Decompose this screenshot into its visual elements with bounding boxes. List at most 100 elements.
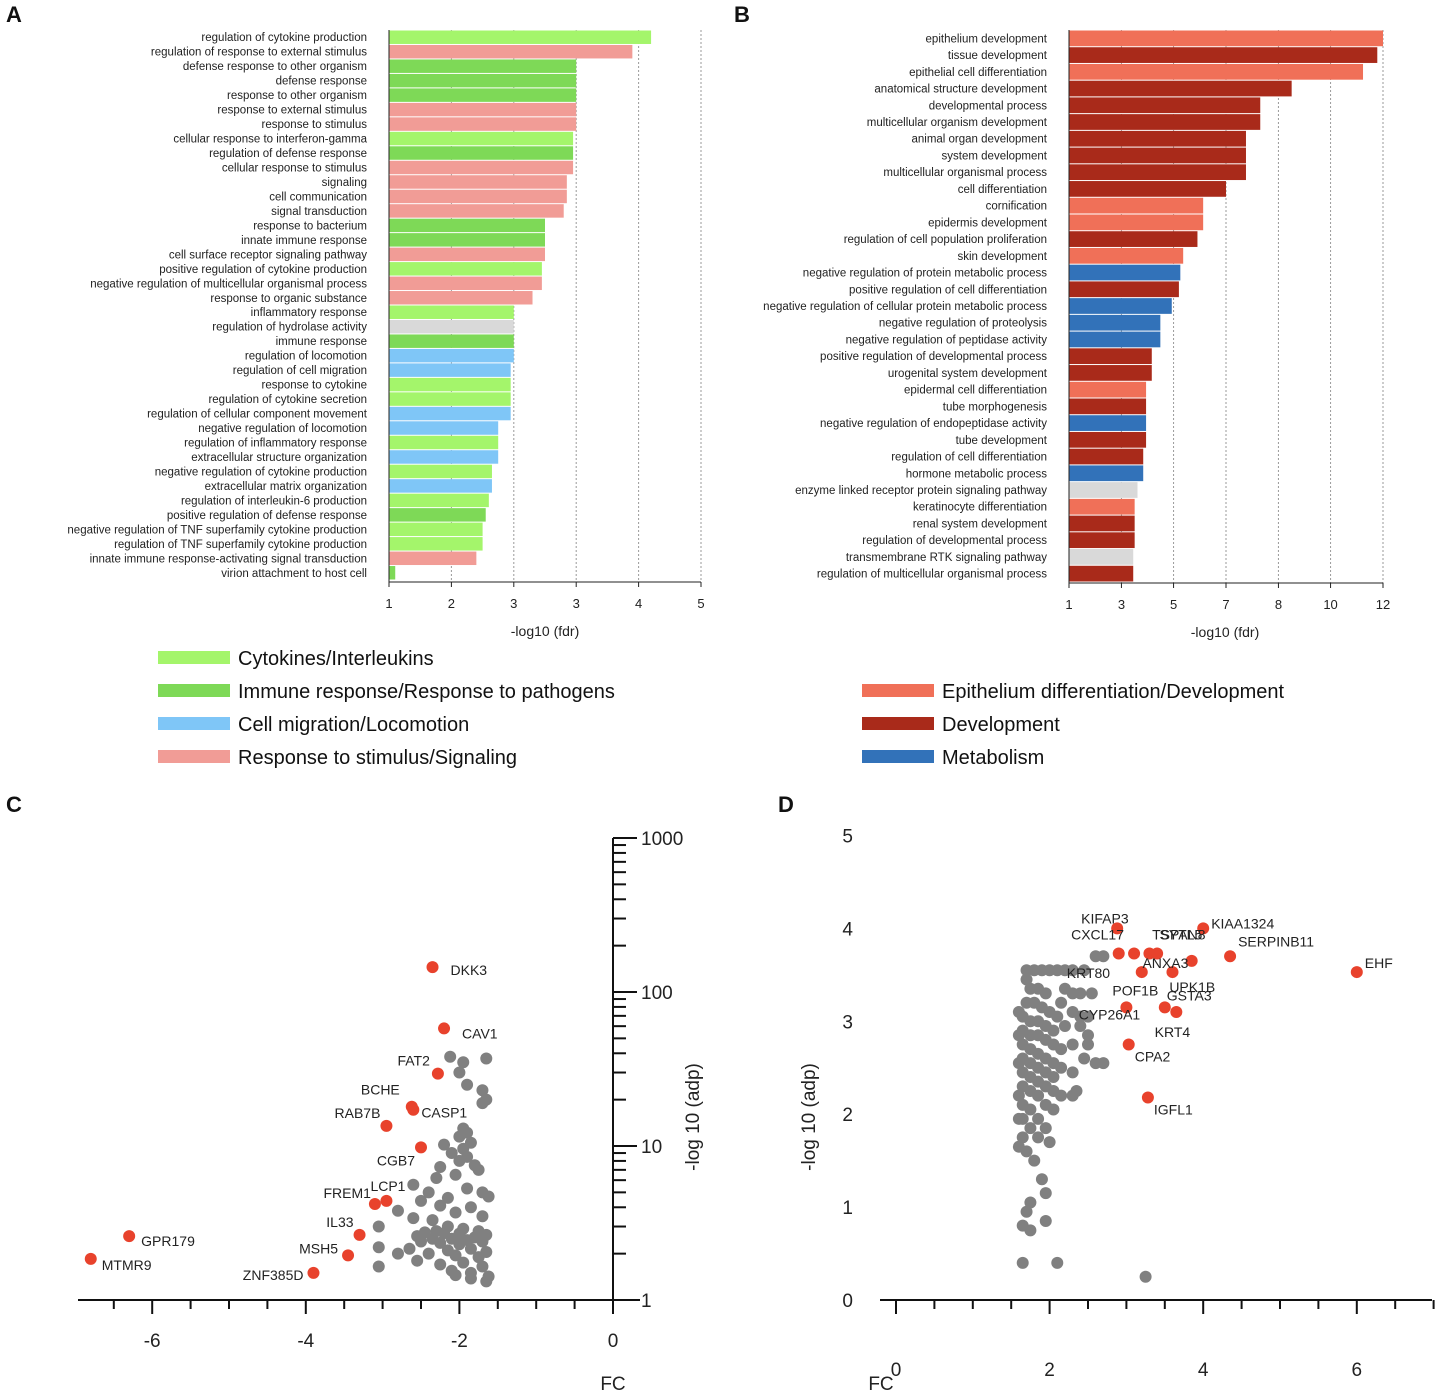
- data-point: [434, 1236, 447, 1249]
- y-tick-label: 100: [641, 983, 673, 1004]
- x-tick-label: 4: [1198, 1360, 1209, 1381]
- data-point: [1020, 1205, 1033, 1218]
- data-point: [464, 1242, 477, 1255]
- x-tick-label: 7: [1222, 597, 1229, 612]
- highlight-point-cyp26a1: [1112, 947, 1125, 960]
- y-tick-label: 0: [842, 1291, 853, 1312]
- highlight-point-igfl1: [1141, 1091, 1154, 1104]
- data-point: [1055, 996, 1068, 1009]
- term-label: extracellular structure organization: [191, 452, 367, 464]
- data-point: [403, 1242, 416, 1255]
- data-point: [1039, 1122, 1052, 1135]
- data-point: [1074, 1019, 1087, 1032]
- x-tick-label: 2: [1044, 1360, 1055, 1381]
- term-label: regulation of cellular component movemen…: [147, 409, 368, 421]
- data-point: [1039, 987, 1052, 1000]
- data-point: [1012, 1006, 1025, 1019]
- term-label: keratinocyte differentiation: [913, 502, 1047, 514]
- term-label: response to stimulus: [262, 119, 368, 131]
- bar-11: [389, 175, 567, 189]
- gene-label-gpr179: GPR179: [141, 1233, 195, 1249]
- data-point: [407, 1178, 420, 1191]
- legend-swatch-stimulus: [158, 750, 230, 763]
- term-label: response to other organism: [227, 90, 367, 102]
- highlight-point-kifap3: [1111, 922, 1124, 935]
- data-point: [476, 1097, 489, 1110]
- highlight-point-anxa3: [1166, 966, 1179, 979]
- bar-5: [1069, 97, 1261, 114]
- term-label: animal organ development: [911, 134, 1047, 146]
- data-point: [1035, 1173, 1048, 1186]
- term-label: regulation of developmental process: [862, 535, 1047, 547]
- data-point: [1055, 1043, 1068, 1056]
- bar-25: [1069, 431, 1147, 448]
- data-point: [1082, 1038, 1094, 1051]
- term-label: negative regulation of protein metabolic…: [803, 268, 1047, 280]
- y-tick-label: 3: [842, 1012, 853, 1033]
- term-label: positive regulation of cell differentiat…: [849, 284, 1047, 296]
- gene-label-il33: IL33: [326, 1214, 353, 1230]
- x-tick-label: 12: [1376, 597, 1390, 612]
- x-tick-label: 5: [1170, 597, 1177, 612]
- highlight-point-tspan8: [1151, 947, 1164, 960]
- gene-label-pof1b: POF1B: [1112, 982, 1158, 998]
- bar-25: [389, 377, 511, 392]
- bar-9: [389, 146, 574, 160]
- x-tick-label: 10: [1323, 597, 1337, 612]
- term-label: cell differentiation: [958, 184, 1047, 196]
- bar-13: [1069, 231, 1198, 247]
- data-point: [1078, 1052, 1091, 1065]
- highlight-point-cgb7: [415, 1141, 427, 1154]
- bar-31: [1069, 532, 1135, 549]
- term-label: inflammatory response: [251, 307, 367, 319]
- term-label: regulation of hydrolase activity: [212, 322, 367, 334]
- term-label: regulation of cell population proliferat…: [844, 234, 1047, 246]
- highlight-point-cxcl17: [1128, 947, 1141, 960]
- data-point: [1012, 1112, 1025, 1125]
- legend-swatch-development: [862, 717, 934, 730]
- bar-21: [1069, 365, 1152, 381]
- legend-swatch-metabolism: [862, 750, 934, 763]
- bar-30: [389, 450, 499, 464]
- data-point: [1047, 1071, 1060, 1084]
- highlight-point-kiaa1324: [1197, 922, 1210, 935]
- gene-label-frem1: FREM1: [323, 1185, 371, 1201]
- highlight-point-pof1b: [1120, 1001, 1133, 1014]
- term-label: urogenital system development: [888, 368, 1048, 380]
- bar-16: [389, 247, 545, 262]
- term-label: regulation of TNF superfamily cytokine p…: [114, 539, 367, 551]
- gene-label-rab7b: RAB7B: [335, 1105, 381, 1121]
- highlight-point-frem1: [368, 1198, 381, 1211]
- data-point: [391, 1204, 404, 1217]
- data-point: [1058, 1019, 1071, 1032]
- bar-20: [389, 305, 514, 319]
- chart-d-x-axis-title: FC: [868, 1374, 893, 1395]
- bar-2: [1069, 47, 1378, 63]
- legend-label-metabolism: Metabolism: [942, 747, 1044, 769]
- bar-16: [1069, 281, 1179, 298]
- bar-33: [389, 493, 489, 508]
- bar-10: [389, 160, 574, 175]
- data-point: [464, 1201, 477, 1214]
- term-label: regulation of cytokine secretion: [208, 394, 367, 406]
- bar-19: [389, 291, 533, 305]
- term-label: transmembrane RTK signaling pathway: [846, 552, 1047, 564]
- gene-label-serpinb11: SERPINB11: [1238, 933, 1314, 949]
- gene-label-sytl5: SYTL5: [1159, 926, 1202, 942]
- chart-a-x-axis-title: -log10 (fdr): [511, 623, 579, 639]
- gene-label-lcp1: LCP1: [370, 1178, 405, 1194]
- bar-17: [1069, 298, 1172, 314]
- y-tick-label: 2: [842, 1105, 853, 1126]
- term-label: tube morphogenesis: [943, 401, 1047, 413]
- term-label: positive regulation of defense response: [167, 510, 367, 522]
- term-label: skin development: [958, 251, 1048, 263]
- bar-23: [389, 348, 514, 363]
- term-label: renal system development: [913, 518, 1048, 530]
- data-point: [407, 1212, 420, 1225]
- y-tick-label: 4: [842, 919, 853, 940]
- data-point: [472, 1251, 485, 1264]
- data-point: [1016, 1256, 1029, 1269]
- term-label: innate immune response-activating signal…: [90, 553, 367, 565]
- data-point: [426, 1214, 439, 1227]
- bar-32: [389, 479, 492, 493]
